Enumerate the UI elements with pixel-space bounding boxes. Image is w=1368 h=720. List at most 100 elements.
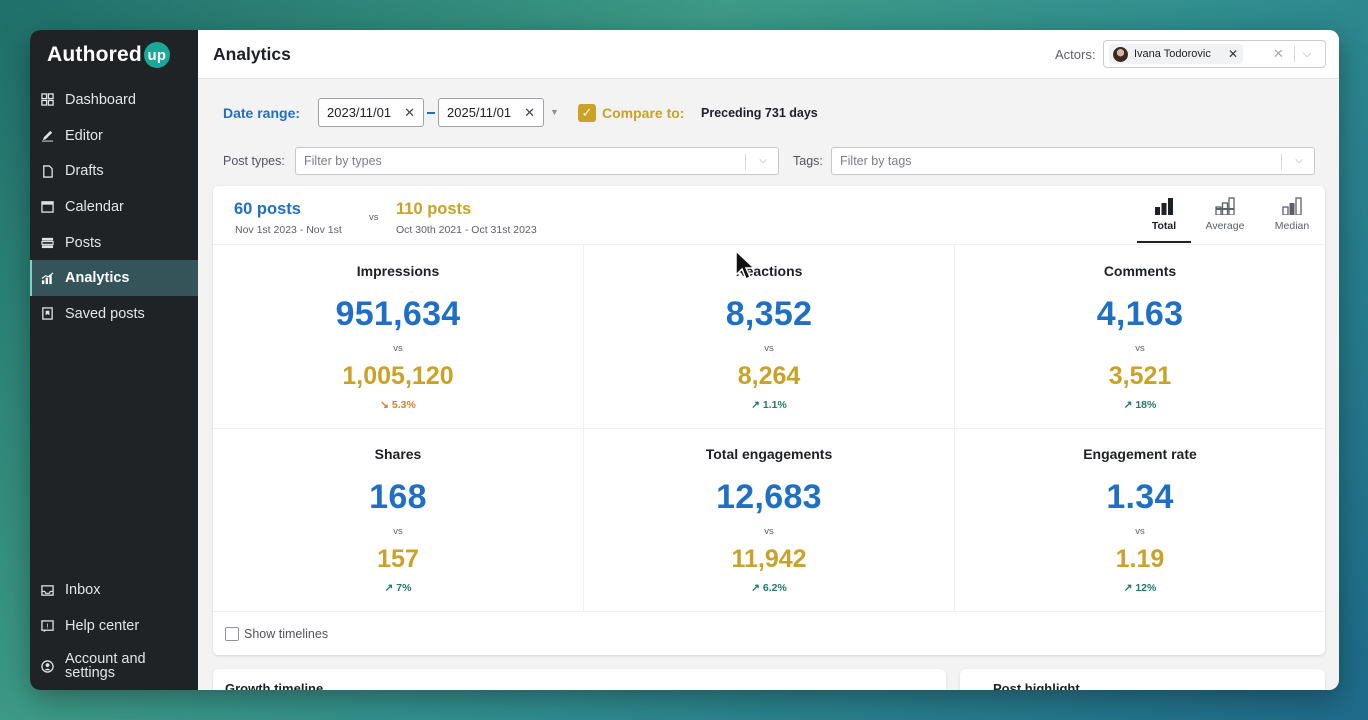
actor-chip: Ivana Todorovic ✕: [1109, 44, 1243, 64]
sidebar-bottom: Inbox ! Help center Account and settings: [30, 572, 198, 688]
show-timelines-checkbox[interactable]: [225, 626, 239, 641]
metric-change: ↗ 1.1%: [751, 399, 787, 411]
current-range: Nov 1st 2023 - Nov 1st: [235, 224, 342, 236]
metric-change: ↗ 18%: [1123, 399, 1157, 411]
clear-icon[interactable]: ✕: [1273, 46, 1284, 61]
tab-total[interactable]: Total: [1137, 195, 1191, 243]
app-window: Authored up Dashboard Editor Drafts Cale…: [30, 30, 1339, 690]
metric-value: 4,163: [1096, 295, 1184, 333]
tab-label: Median: [1274, 220, 1310, 232]
bar-chart-icon: [1137, 195, 1191, 215]
sidebar-item-label: Drafts: [65, 163, 104, 180]
compare-value[interactable]: Preceding 731 days: [701, 106, 818, 120]
tab-median[interactable]: Median: [1265, 195, 1319, 243]
show-timelines-label[interactable]: Show timelines: [244, 626, 329, 641]
sidebar-item-label: Posts: [65, 234, 102, 251]
date-to-input[interactable]: 2025/11/01 ✕: [438, 98, 544, 127]
inbox-icon: [40, 583, 54, 597]
actors-select[interactable]: Ivana Todorovic ✕ ✕ ⌵: [1103, 40, 1326, 68]
sidebar-item-analytics[interactable]: Analytics: [30, 260, 198, 297]
sidebar-item-editor[interactable]: Editor: [30, 118, 198, 154]
sidebar-item-label: Help center: [65, 618, 140, 634]
metric-vs: vs: [1135, 526, 1145, 537]
date-separator: [427, 112, 435, 114]
brand-badge: up: [143, 42, 170, 68]
metric-name: Engagement rate: [1083, 446, 1197, 462]
sidebar-item-drafts[interactable]: Drafts: [30, 153, 198, 189]
post-highlight-title: Post highlight: [993, 681, 1080, 690]
metric-name: Total engagements: [705, 446, 833, 462]
metric-impressions: Impressions 951,634 vs 1,005,120 ↘ 5.3%: [213, 245, 583, 428]
compare-checkbox[interactable]: ✓: [578, 104, 596, 122]
tab-average[interactable]: Average: [1198, 195, 1252, 243]
main-content: Analytics Actors: Ivana Todorovic ✕ ✕ ⌵ …: [198, 30, 1339, 690]
sidebar-item-account[interactable]: Account and settings: [30, 644, 198, 688]
metric-vs: vs: [1135, 343, 1145, 354]
metric-reactions: Reactions 8,352 vs 8,264 ↗ 1.1%: [584, 245, 954, 428]
sidebar-item-saved-posts[interactable]: Saved posts: [30, 296, 198, 332]
help-icon: !: [40, 619, 54, 633]
sidebar-item-label: Inbox: [65, 582, 101, 598]
sidebar-item-dashboard[interactable]: Dashboard: [30, 82, 198, 118]
post-highlight-panel: Post highlight: [960, 669, 1325, 690]
sidebar-item-inbox[interactable]: Inbox: [30, 572, 198, 608]
brand-logo[interactable]: Authored up: [30, 30, 198, 80]
document-icon: [40, 164, 54, 178]
calendar-icon: [40, 200, 54, 214]
mouse-pointer-icon: [735, 249, 756, 287]
metric-comments: Comments 4,163 vs 3,521 ↗ 18%: [955, 245, 1325, 428]
avatar: [1113, 46, 1128, 62]
type-tag-filter-row: Post types: Filter by types ⌵ Tags: Filt…: [198, 145, 1339, 177]
metric-value: 168: [369, 478, 427, 516]
metric-name: Impressions: [356, 263, 440, 279]
post-types-label: Post types:: [223, 154, 285, 168]
metric-compare-value: 1.19: [1115, 545, 1165, 573]
metric-vs: vs: [764, 343, 774, 354]
metric-name: Reactions: [735, 263, 803, 279]
metric-vs: vs: [393, 526, 403, 537]
metric-compare-value: 8,264: [737, 362, 801, 390]
metrics-grid: Impressions 951,634 vs 1,005,120 ↘ 5.3% …: [213, 245, 1325, 611]
sidebar-item-help-center[interactable]: ! Help center: [30, 608, 198, 644]
sidebar-item-posts[interactable]: Posts: [30, 225, 198, 261]
date-range-label: Date range:: [223, 105, 301, 121]
actor-name: Ivana Todorovic: [1134, 48, 1211, 60]
clear-date-from-icon[interactable]: ✕: [404, 104, 415, 120]
remove-actor-icon[interactable]: ✕: [1227, 47, 1238, 61]
metric-name: Shares: [374, 446, 422, 462]
metric-name: Comments: [1103, 263, 1177, 279]
sidebar-item-calendar[interactable]: Calendar: [30, 189, 198, 225]
average-chart-icon: [1198, 195, 1252, 215]
metric-shares: Shares 168 vs 157 ↗ 7%: [213, 428, 583, 611]
tab-label: Average: [1205, 220, 1245, 232]
compare-range: Oct 30th 2021 - Oct 31st 2023: [396, 224, 537, 236]
metric-value: 12,683: [716, 478, 822, 516]
select-divider: [1281, 154, 1282, 170]
chevron-down-icon: ⌵: [759, 155, 767, 166]
bookmark-icon: [40, 307, 54, 321]
actors-label: Actors:: [1055, 47, 1096, 62]
metric-change: ↗ 7%: [384, 582, 412, 594]
svg-text:!: !: [46, 621, 49, 630]
clear-date-to-icon[interactable]: ✕: [524, 104, 535, 120]
tab-label: Total: [1151, 220, 1177, 232]
metrics-card: 60 posts Nov 1st 2023 - Nov 1st vs 110 p…: [213, 186, 1325, 655]
sidebar-item-label: Editor: [65, 127, 103, 144]
compare-posts-count: 110 posts: [396, 200, 472, 218]
dashboard-icon: [40, 93, 54, 107]
post-types-select[interactable]: Filter by types ⌵: [295, 147, 779, 175]
date-from-input[interactable]: 2023/11/01 ✕: [318, 98, 424, 127]
metric-compare-value: 3,521: [1108, 362, 1172, 390]
median-chart-icon: [1265, 195, 1319, 215]
sidebar-item-label: Account and settings: [65, 651, 146, 681]
metric-change: ↗ 12%: [1123, 582, 1157, 594]
sidebar-item-label: Analytics: [65, 270, 130, 287]
date-presets-chevron-icon[interactable]: ▼: [550, 107, 559, 117]
sidebar-item-label: Calendar: [65, 198, 124, 215]
metric-compare-value: 157: [377, 545, 419, 573]
post-types-placeholder: Filter by types: [304, 154, 382, 168]
tags-label: Tags:: [793, 154, 823, 168]
chevron-down-icon[interactable]: ⌵: [1302, 47, 1312, 60]
sidebar: Authored up Dashboard Editor Drafts Cale…: [30, 30, 198, 690]
tags-select[interactable]: Filter by tags ⌵: [831, 147, 1315, 175]
